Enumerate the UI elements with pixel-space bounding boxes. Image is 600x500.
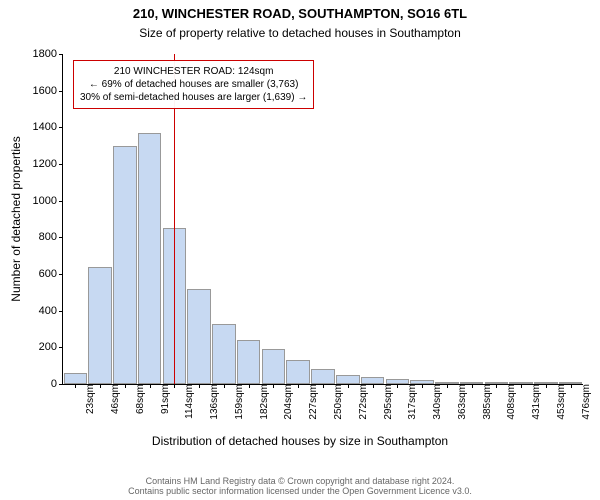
histogram-bar [237,340,261,384]
x-tick-label: 385sqm [476,384,493,420]
histogram-bar [361,377,385,384]
y-tick-label: 0 [51,378,63,390]
x-tick-label: 91sqm [154,384,171,414]
x-tick-label: 136sqm [203,384,220,420]
x-tick-label: 46sqm [104,384,121,414]
y-tick-label: 1600 [33,85,63,97]
y-tick-label: 1800 [33,48,63,60]
page-subtitle: Size of property relative to detached ho… [0,26,600,40]
x-tick-label: 431sqm [525,384,542,420]
y-tick-label: 1000 [33,195,63,207]
x-tick-label: 227sqm [302,384,319,420]
annotation-line: ← 69% of detached houses are smaller (3,… [80,78,307,91]
x-tick-label: 272sqm [352,384,369,420]
x-tick-label: 204sqm [277,384,294,420]
histogram-bar [262,349,286,384]
histogram-bar [187,289,211,384]
x-tick-label: 476sqm [575,384,592,420]
x-tick-label: 159sqm [228,384,245,420]
annotation-line: 210 WINCHESTER ROAD: 124sqm [80,65,307,78]
plot-area: 02004006008001000120014001600180023sqm46… [62,54,583,385]
x-tick-label: 114sqm [178,384,195,419]
annotation-box: 210 WINCHESTER ROAD: 124sqm← 69% of deta… [73,60,314,109]
y-tick-label: 1400 [33,121,63,133]
x-tick-label: 363sqm [451,384,468,420]
histogram-bar [64,373,88,384]
y-axis-label: Number of detached properties [9,136,23,301]
y-tick-label: 800 [39,231,63,243]
x-tick-label: 182sqm [253,384,270,420]
x-tick-label: 408sqm [500,384,517,420]
x-tick-label: 295sqm [377,384,394,420]
histogram-bar [88,267,112,384]
x-tick-label: 68sqm [129,384,146,414]
x-tick-label: 250sqm [327,384,344,420]
footer: Contains HM Land Registry data © Crown c… [0,476,600,496]
page-title: 210, WINCHESTER ROAD, SOUTHAMPTON, SO16 … [0,6,600,21]
y-tick-label: 600 [39,268,63,280]
histogram-bar [286,360,310,384]
y-tick-label: 200 [39,341,63,353]
x-tick-label: 453sqm [550,384,567,420]
footer-line-1: Contains HM Land Registry data © Crown c… [0,476,600,486]
x-tick-label: 340sqm [426,384,443,420]
histogram-bar [311,369,335,384]
x-tick-label: 317sqm [401,384,418,420]
footer-line-2: Contains public sector information licen… [0,486,600,496]
histogram-bar [113,146,137,384]
annotation-line: 30% of semi-detached houses are larger (… [80,91,307,104]
histogram-bar [336,375,360,384]
x-axis-title: Distribution of detached houses by size … [0,434,600,448]
chart-container: 210, WINCHESTER ROAD, SOUTHAMPTON, SO16 … [0,0,600,500]
histogram-bar [138,133,162,384]
y-tick-label: 400 [39,305,63,317]
x-tick-label: 23sqm [79,384,96,414]
histogram-bar [212,324,236,385]
y-tick-label: 1200 [33,158,63,170]
